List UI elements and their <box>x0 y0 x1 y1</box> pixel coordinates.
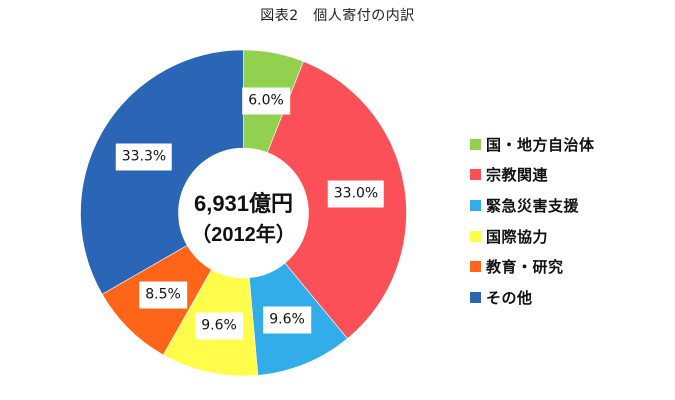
legend-label: その他 <box>486 288 533 307</box>
legend-item-other: その他 <box>470 282 595 313</box>
data-label-local-government: 6.0% <box>242 87 290 115</box>
center-year: （2012年） <box>191 224 296 246</box>
legend-item-disaster-relief: 緊急災害支援 <box>470 190 595 221</box>
legend-swatch-icon <box>470 261 481 273</box>
legend-swatch-icon <box>470 230 481 242</box>
legend-swatch-icon <box>470 138 481 150</box>
donut-slice <box>80 49 244 295</box>
legend-label: 緊急災害支援 <box>486 196 580 215</box>
data-label-education-research: 8.5% <box>139 281 187 309</box>
legend-item-education-research: 教育・研究 <box>470 251 595 282</box>
legend-label: 国際協力 <box>486 227 549 246</box>
data-label-disaster-relief: 9.6% <box>263 306 311 334</box>
legend: 国・地方自治体 宗教関連 緊急災害支援 国際協力 教育・研究 その他 <box>470 129 595 313</box>
data-label-other: 33.3% <box>115 143 173 171</box>
data-label-religion: 33.0% <box>327 180 385 208</box>
legend-item-international-cooperation: 国際協力 <box>470 221 595 252</box>
legend-item-local-government: 国・地方自治体 <box>470 129 595 160</box>
chart-title: 図表2 個人寄付の内訳 <box>260 8 415 24</box>
legend-swatch-icon <box>470 291 481 303</box>
center-total: 6,931億円 <box>193 191 294 216</box>
legend-item-religion: 宗教関連 <box>470 160 595 191</box>
legend-swatch-icon <box>470 199 481 211</box>
data-label-international-cooperation: 9.6% <box>195 312 243 340</box>
legend-label: 国・地方自治体 <box>486 135 595 154</box>
legend-swatch-icon <box>470 169 481 181</box>
legend-label: 教育・研究 <box>486 258 564 277</box>
legend-label: 宗教関連 <box>486 166 549 185</box>
